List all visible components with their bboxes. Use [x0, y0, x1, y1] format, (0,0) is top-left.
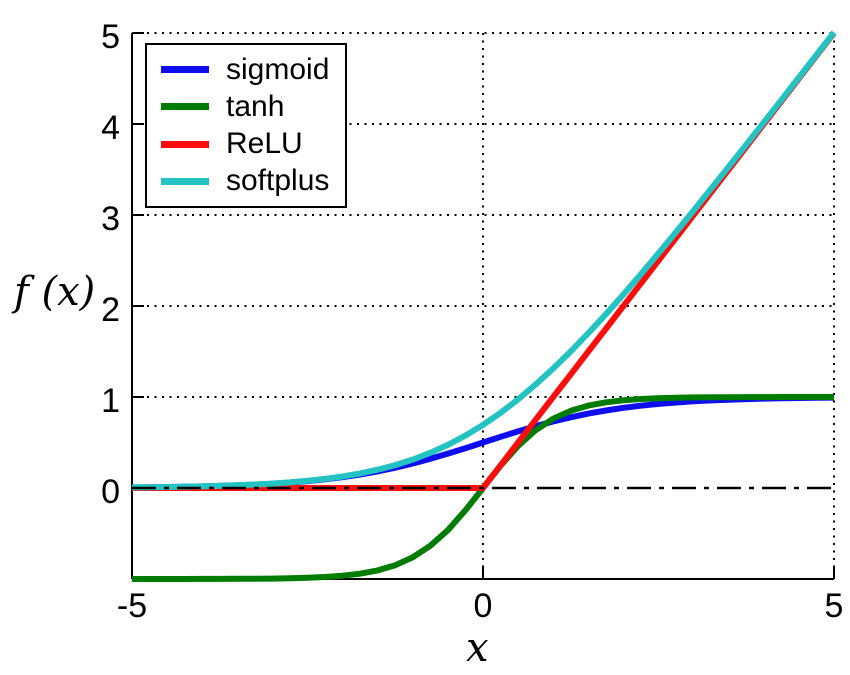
legend-item-tanh: tanh	[147, 90, 345, 124]
y-axis-label: f (x)	[14, 269, 96, 315]
curve-softplus	[131, 30, 837, 491]
legend-item-softplus: softplus	[147, 164, 345, 198]
x-axis-label: x	[466, 625, 489, 671]
legend-item-ReLU: ReLU	[147, 127, 345, 161]
xtick-label-5: 5	[824, 587, 844, 625]
ytick-label-0: 0	[101, 473, 120, 511]
legend-label-sigmoid: sigmoid	[226, 52, 330, 86]
legend-swatch-ReLU	[161, 140, 209, 148]
legend-label-softplus: softplus	[226, 164, 330, 198]
ytick-label-5: 5	[101, 18, 120, 56]
legend-swatch-softplus	[161, 177, 209, 185]
legend-item-sigmoid: sigmoid	[147, 53, 345, 87]
legend-box: sigmoid tanh ReLU softplus	[145, 43, 347, 208]
xtick-label-0: 0	[473, 587, 493, 625]
ytick-label-4: 4	[101, 109, 120, 147]
ytick-label-3: 3	[101, 200, 120, 238]
xtick-label--5: -5	[116, 587, 148, 625]
legend-label-ReLU: ReLU	[226, 127, 303, 161]
legend-swatch-tanh	[161, 103, 209, 111]
curve-sigmoid	[131, 394, 835, 491]
legend-label-tanh: tanh	[226, 89, 285, 123]
ytick-label-2: 2	[101, 291, 120, 329]
legend-swatch-sigmoid	[161, 66, 209, 74]
ytick-label-1: 1	[101, 382, 120, 420]
